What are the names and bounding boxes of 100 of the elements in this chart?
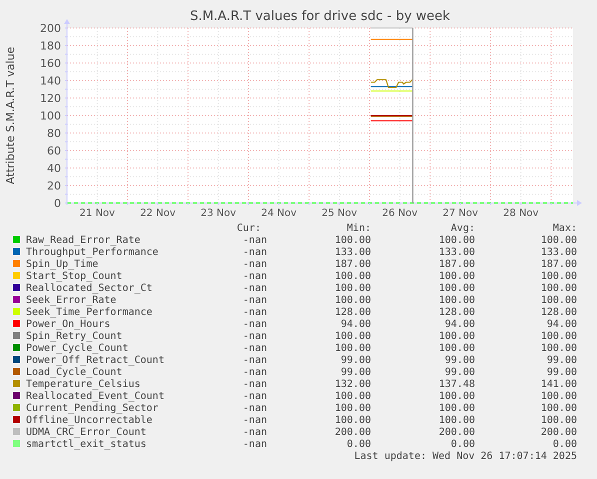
x-tick-label: 21 Nov — [80, 208, 116, 219]
text: -nan — [242, 319, 267, 330]
legend-label: Spin_Retry_Count — [26, 331, 122, 342]
x-tick-label: 24 Nov — [261, 208, 297, 219]
text: Max: — [552, 223, 577, 234]
legend-label: Power_Off_Retract_Count — [26, 355, 164, 366]
text: 100.00 — [438, 391, 475, 402]
y-tick-label: 120 — [40, 92, 61, 105]
text: 137.48 — [438, 379, 475, 390]
y-tick-label: 200 — [40, 22, 61, 35]
text: 100.00 — [438, 271, 475, 282]
text: 100.00 — [438, 331, 475, 342]
text: 187.00 — [438, 259, 475, 270]
text: 94.00 — [546, 319, 577, 330]
text: Min: — [346, 223, 371, 234]
legend-label: Throughput_Performance — [26, 247, 158, 258]
y-tick-label: 60 — [47, 144, 61, 158]
legend-label: Seek_Time_Performance — [26, 307, 152, 318]
text: 100.00 — [540, 415, 577, 426]
text: 187.00 — [334, 259, 371, 270]
y-tick-label: 180 — [40, 40, 61, 52]
text: -nan — [242, 247, 267, 258]
text: 99.00 — [340, 367, 371, 378]
text: Cur: — [236, 223, 261, 234]
text: 100.00 — [540, 271, 577, 282]
y-tick-label: 140 — [40, 74, 61, 88]
text: 133.00 — [438, 247, 475, 258]
text: 128.00 — [438, 307, 475, 318]
text: -nan — [242, 415, 267, 426]
text: 100.00 — [438, 283, 475, 294]
text: 0.00 — [346, 439, 371, 450]
legend-label: Raw_Read_Error_Rate — [26, 235, 140, 246]
text: 100.00 — [540, 403, 577, 414]
legend-label: Reallocated_Sector_Ct — [26, 283, 152, 294]
text: -nan — [242, 283, 267, 294]
legend-label: smartctl_exit_status — [26, 439, 146, 450]
text: 99.00 — [340, 355, 371, 366]
text: -nan — [242, 259, 267, 270]
text: 100.00 — [540, 343, 577, 354]
text: Last update: Wed Nov 26 17:07:14 2025 — [354, 451, 577, 462]
text: -nan — [242, 235, 267, 246]
text: 200.00 — [540, 427, 577, 438]
text: 200.00 — [438, 427, 475, 438]
text: 0.00 — [450, 439, 475, 450]
text: 99.00 — [444, 355, 475, 366]
text: 100.00 — [334, 295, 371, 306]
legend-label: UDMA_CRC_Error_Count — [26, 427, 146, 438]
text: 99.00 — [444, 367, 475, 378]
text: 128.00 — [540, 307, 577, 318]
legend-label: Start_Stop_Count — [26, 271, 122, 282]
text: 100.00 — [438, 295, 475, 306]
legend-label: Spin_Up_Time — [26, 259, 98, 270]
text: 100.00 — [540, 331, 577, 342]
text: -nan — [242, 307, 267, 318]
text: 200.00 — [334, 427, 371, 438]
text: 100.00 — [438, 235, 475, 246]
text: 99.00 — [546, 367, 577, 378]
x-tick-label: 27 Nov — [442, 208, 478, 219]
text: 94.00 — [444, 319, 475, 330]
text: -nan — [242, 271, 267, 282]
text: 133.00 — [540, 247, 577, 258]
text: -nan — [242, 355, 267, 366]
text: 100.00 — [438, 403, 475, 414]
text: -nan — [242, 343, 267, 354]
text: 128.00 — [334, 307, 371, 318]
text: 100.00 — [334, 283, 371, 294]
text: 100.00 — [540, 283, 577, 294]
x-tick-label: 26 Nov — [382, 208, 418, 219]
y-tick-label: 0 — [54, 197, 61, 210]
text: -nan — [242, 427, 267, 438]
legend-label: Power_Cycle_Count — [26, 343, 128, 354]
x-tick-label: 22 Nov — [140, 208, 176, 219]
legend-label: Offline_Uncorrectable — [26, 415, 152, 426]
text: -nan — [242, 439, 267, 450]
text: 100.00 — [334, 331, 371, 342]
text: 100.00 — [334, 415, 371, 426]
legend-label: Seek_Error_Rate — [26, 295, 116, 306]
legend-label: Power_On_Hours — [26, 319, 110, 330]
text: 100.00 — [334, 391, 371, 402]
text: 132.00 — [334, 379, 371, 390]
text: -nan — [242, 379, 267, 390]
text: 100.00 — [540, 235, 577, 246]
text: 100.00 — [334, 343, 371, 354]
text: 100.00 — [334, 403, 371, 414]
chart-title: S.M.A.R.T values for drive sdc - by week — [190, 9, 451, 24]
text: 99.00 — [546, 355, 577, 366]
y-tick-label: 160 — [40, 57, 61, 70]
legend-label: Reallocated_Event_Count — [26, 391, 164, 402]
y-tick-label: 100 — [40, 110, 61, 122]
text: 187.00 — [540, 259, 577, 270]
text: -nan — [242, 331, 267, 342]
text: 94.00 — [340, 319, 371, 330]
y-tick-label: 20 — [47, 180, 61, 192]
text: 141.00 — [540, 379, 577, 390]
y-axis-title: Attribute S.M.A.R.T value — [4, 46, 17, 184]
text: 100.00 — [438, 343, 475, 354]
text: -nan — [242, 295, 267, 306]
legend-label: Temperature_Celsius — [26, 379, 140, 390]
y-tick-label: 40 — [47, 162, 61, 175]
legend-label: Current_Pending_Sector — [26, 403, 158, 414]
